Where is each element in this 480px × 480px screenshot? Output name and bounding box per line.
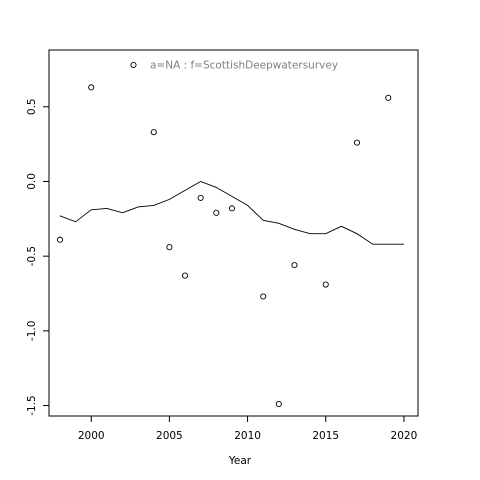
y-tick-label-0.0: 0.0: [26, 173, 38, 190]
data-point-2012: [275, 400, 282, 408]
x-tick-label-2000: 2000: [78, 430, 105, 442]
legend: a=NA : f=ScottishDeepwatersurvey: [130, 60, 338, 72]
data-point-2005: [166, 244, 173, 251]
data-point-2015: [322, 281, 329, 288]
data-point-2008: [213, 209, 220, 216]
data-point-2004: [150, 129, 157, 136]
x-tick-label-2020: 2020: [391, 430, 418, 442]
data-point-2013: [291, 262, 298, 269]
data-point-1998: [56, 236, 63, 243]
x-tick-label-2005: 2005: [156, 430, 183, 442]
data-point-2017: [353, 139, 361, 146]
data-point-2007: [197, 194, 204, 201]
x-axis: 2000 2005 2010 2015 2020: [78, 416, 417, 442]
y-axis: -1.5 -1.0 -0.5 0.0 0.5: [26, 98, 49, 416]
y-tick-label--0.5: -0.5: [26, 246, 38, 267]
legend-marker: [130, 61, 137, 69]
x-axis-title: Year: [228, 455, 252, 467]
y-tick-label--1.5: -1.5: [26, 395, 38, 416]
data-point-2000: [88, 84, 95, 91]
data-point-2009: [228, 205, 235, 212]
data-point-2011: [260, 293, 267, 300]
y-tick-label-0.5: 0.5: [26, 98, 38, 115]
trend-line: [59, 181, 404, 245]
x-tick-label-2015: 2015: [312, 430, 339, 442]
data-point-2006: [181, 272, 189, 279]
data-point-2019: [385, 94, 392, 101]
y-tick-label--1.0: -1.0: [26, 321, 38, 342]
plot-frame: [48, 49, 419, 417]
x-tick-label-2010: 2010: [234, 430, 261, 442]
series: [56, 84, 404, 408]
legend-label: a=NA : f=ScottishDeepwatersurvey: [150, 60, 338, 72]
